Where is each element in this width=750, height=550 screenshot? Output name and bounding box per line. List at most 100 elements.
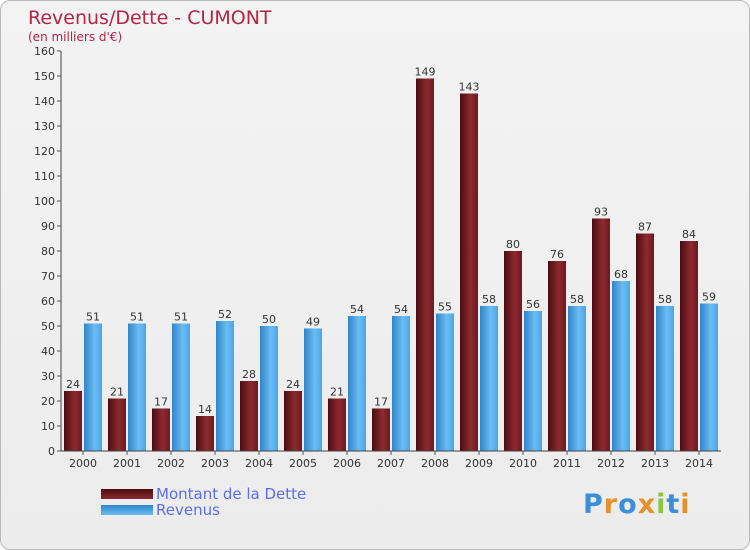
logo-letter: r xyxy=(603,489,619,520)
data-label: 17 xyxy=(154,396,168,409)
data-label: 93 xyxy=(594,206,608,219)
bar-dette xyxy=(328,398,346,451)
bar-dette xyxy=(372,408,390,451)
y-tick-label: 10 xyxy=(41,420,55,433)
x-tick-label: 2000 xyxy=(69,457,97,470)
logo-letter: i xyxy=(680,489,691,520)
data-label: 50 xyxy=(262,313,276,326)
bar-dette xyxy=(548,261,566,451)
x-tick-label: 2004 xyxy=(245,457,273,470)
bar-dette xyxy=(240,381,258,451)
y-tick-label: 80 xyxy=(41,245,55,258)
data-label: 56 xyxy=(526,298,540,311)
bar-dette xyxy=(64,391,82,451)
bar-revenus xyxy=(128,323,146,451)
data-label: 51 xyxy=(130,311,144,324)
y-tick-label: 0 xyxy=(48,445,55,458)
y-tick-label: 120 xyxy=(34,145,55,158)
data-label: 54 xyxy=(350,303,364,316)
legend-label-dette: Montant de la Dette xyxy=(156,485,307,503)
bar-revenus xyxy=(480,306,498,451)
x-tick-label: 2003 xyxy=(201,457,229,470)
legend-swatch-revenus xyxy=(101,505,153,515)
y-tick-label: 110 xyxy=(34,170,55,183)
bar-dette xyxy=(592,218,610,451)
data-label: 28 xyxy=(242,368,256,381)
x-tick-label: 2013 xyxy=(641,457,669,470)
data-label: 58 xyxy=(658,293,672,306)
bar-revenus xyxy=(612,281,630,451)
data-label: 24 xyxy=(286,378,300,391)
y-tick-label: 60 xyxy=(41,295,55,308)
chart-title: Revenus/Dette - CUMONT xyxy=(28,7,272,29)
x-tick-label: 2014 xyxy=(685,457,713,470)
data-label: 14 xyxy=(198,403,212,416)
bar-dette xyxy=(416,78,434,451)
bar-revenus xyxy=(392,316,410,451)
y-tick-label: 160 xyxy=(34,45,55,58)
data-label: 58 xyxy=(570,293,584,306)
data-label: 76 xyxy=(550,248,564,261)
x-tick-label: 2005 xyxy=(289,457,317,470)
bar-revenus xyxy=(172,323,190,451)
bar-revenus xyxy=(216,321,234,451)
logo-letter: P xyxy=(583,489,604,520)
bar-dette xyxy=(504,251,522,451)
bar-revenus xyxy=(304,328,322,451)
x-tick-label: 2010 xyxy=(509,457,537,470)
bar-dette xyxy=(460,93,478,451)
y-tick-label: 140 xyxy=(34,95,55,108)
bar-dette xyxy=(196,416,214,451)
y-tick-label: 150 xyxy=(34,70,55,83)
logo-letter: o xyxy=(618,489,638,520)
y-tick-label: 50 xyxy=(41,320,55,333)
data-label: 149 xyxy=(415,66,436,79)
data-label: 54 xyxy=(394,303,408,316)
bar-revenus xyxy=(436,313,454,451)
bar-revenus xyxy=(84,323,102,451)
bar-dette xyxy=(680,241,698,451)
x-tick-label: 2008 xyxy=(421,457,449,470)
y-tick-label: 20 xyxy=(41,395,55,408)
bar-revenus xyxy=(700,303,718,451)
data-label: 17 xyxy=(374,396,388,409)
data-label: 21 xyxy=(110,386,124,399)
data-label: 24 xyxy=(66,378,80,391)
bar-dette xyxy=(284,391,302,451)
proxiti-logo: Proxiti xyxy=(583,489,691,520)
x-tick-label: 2001 xyxy=(113,457,141,470)
y-tick-label: 40 xyxy=(41,345,55,358)
data-label: 84 xyxy=(682,228,696,241)
bar-dette xyxy=(152,408,170,451)
bar-revenus xyxy=(568,306,586,451)
data-label: 59 xyxy=(702,291,716,304)
chart-subtitle: (en milliers d'€) xyxy=(28,30,123,44)
bar-revenus xyxy=(348,316,366,451)
data-label: 58 xyxy=(482,293,496,306)
bar-revenus xyxy=(524,311,542,451)
data-label: 80 xyxy=(506,238,520,251)
x-tick-label: 2007 xyxy=(377,457,405,470)
x-tick-label: 2006 xyxy=(333,457,361,470)
data-label: 51 xyxy=(86,311,100,324)
y-tick-label: 70 xyxy=(41,270,55,283)
bar-dette xyxy=(108,398,126,451)
legend-label-revenus: Revenus xyxy=(156,501,220,519)
bar-revenus xyxy=(260,326,278,451)
data-label: 143 xyxy=(459,81,480,94)
x-tick-label: 2002 xyxy=(157,457,185,470)
y-tick-label: 90 xyxy=(41,220,55,233)
y-tick-label: 30 xyxy=(41,370,55,383)
bar-dette xyxy=(636,233,654,451)
data-label: 49 xyxy=(306,316,320,329)
x-tick-label: 2009 xyxy=(465,457,493,470)
data-label: 68 xyxy=(614,268,628,281)
x-tick-label: 2011 xyxy=(553,457,581,470)
bar-revenus xyxy=(656,306,674,451)
legend-swatch-dette xyxy=(101,489,153,499)
data-label: 51 xyxy=(174,311,188,324)
y-tick-label: 100 xyxy=(34,195,55,208)
logo-letter: i xyxy=(656,489,667,520)
